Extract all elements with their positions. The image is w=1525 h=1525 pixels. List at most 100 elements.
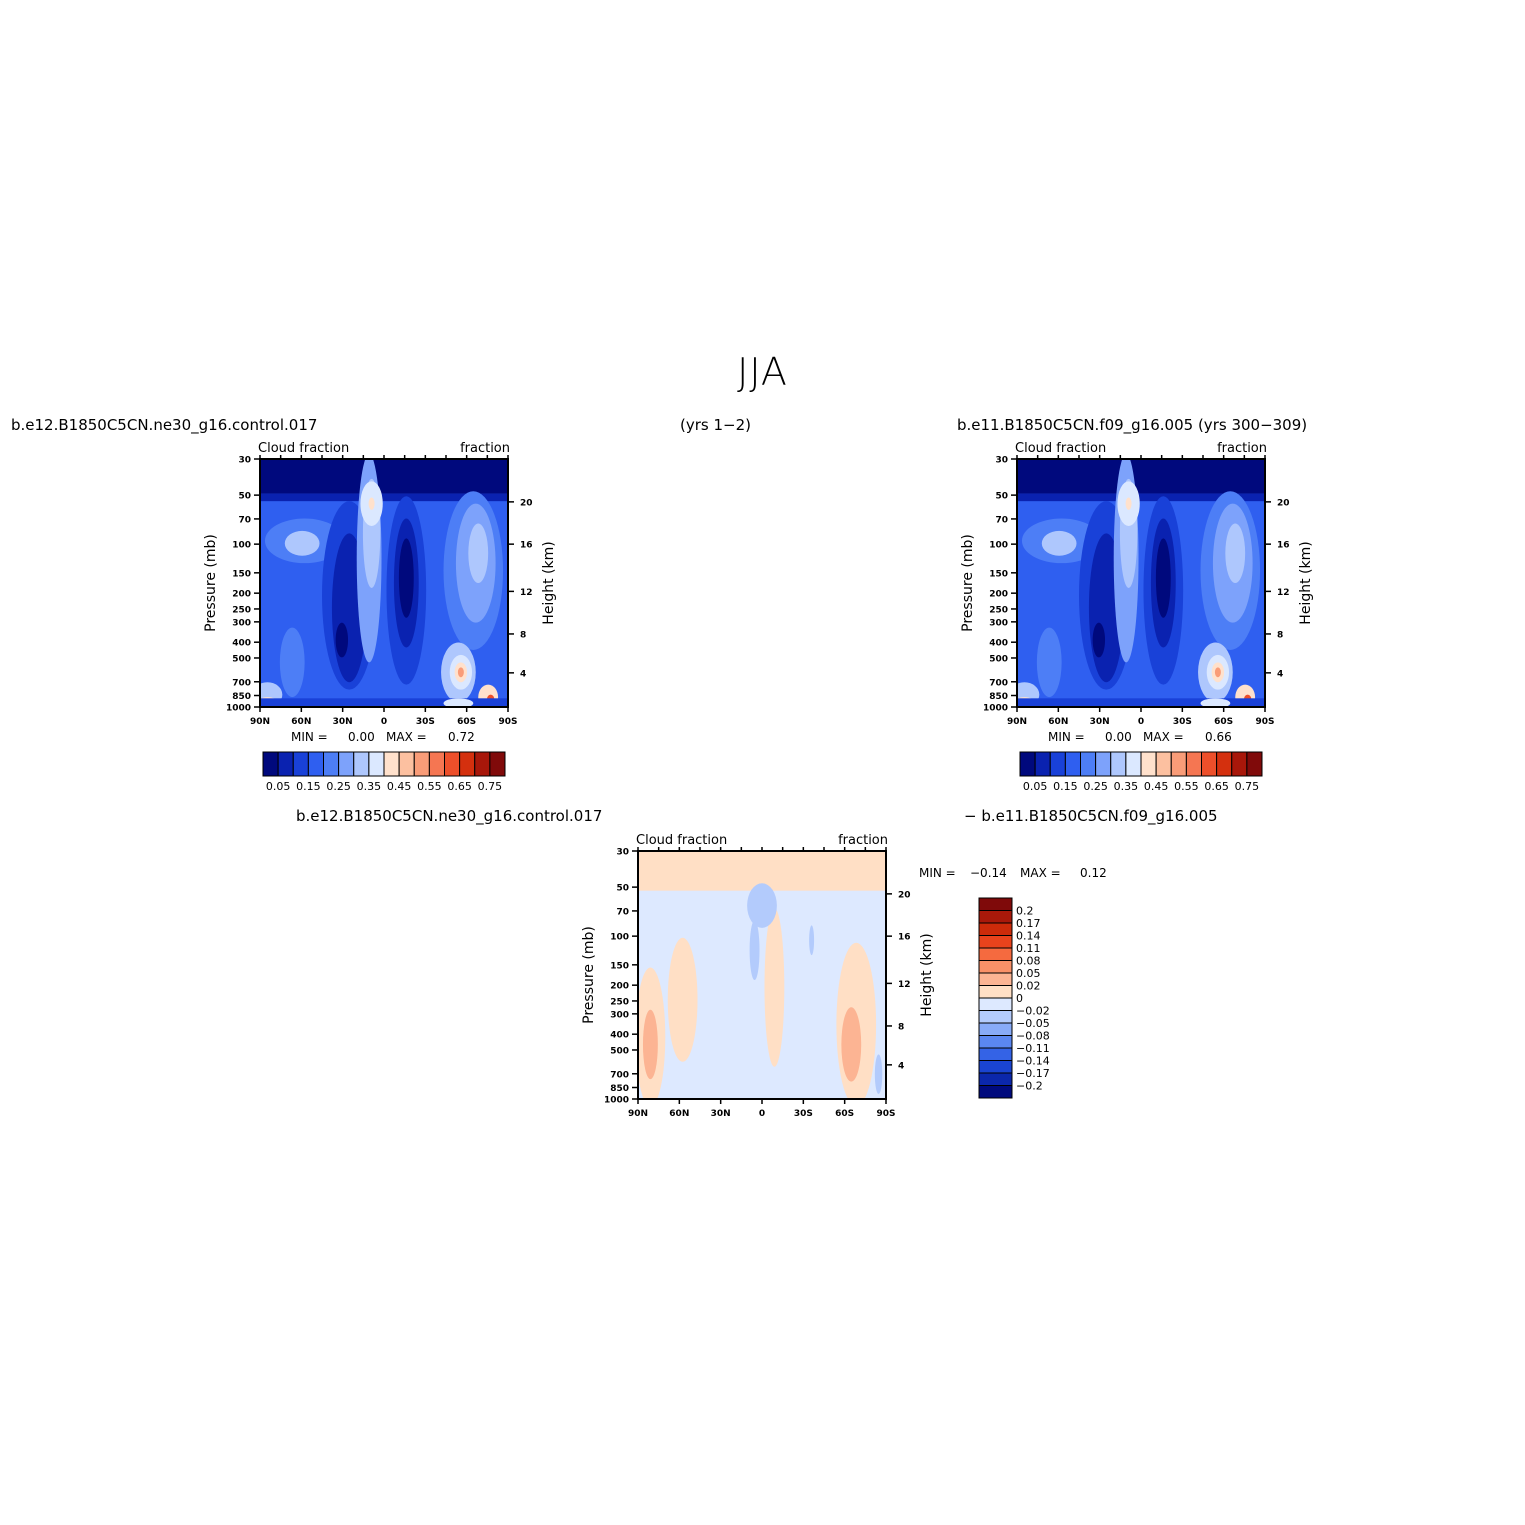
x-tick-label: 30S	[794, 1109, 813, 1119]
diff-sh-neg	[809, 925, 815, 956]
colorbar-box	[1049, 751, 1066, 777]
diff-colorbar-label: 0.17	[1016, 917, 1041, 930]
diff-colorbar-label: −0.11	[1016, 1042, 1050, 1055]
x-tick-label: 90N	[1007, 717, 1027, 727]
x-tick-label: 30S	[1173, 717, 1192, 727]
y2-tick-label: 12	[1277, 588, 1290, 598]
diff-colorbar-box	[978, 1047, 1013, 1061]
diff-colorbar-label: 0.11	[1016, 942, 1041, 955]
y-tick-label: 150	[232, 569, 251, 579]
diff-colorbar-box	[978, 1035, 1013, 1049]
colorbar-box	[413, 751, 430, 777]
y-tick-label: 500	[989, 654, 1008, 664]
max-label: MAX =	[1020, 866, 1061, 880]
min-value: 0.00	[1105, 730, 1132, 744]
diff-colorbar-label: 0.14	[1016, 930, 1041, 943]
y2-tick-label: 8	[520, 630, 526, 640]
x-tick-label: 90S	[498, 717, 517, 727]
colorbar-label: 0.75	[1235, 780, 1260, 793]
colorbar-box	[1185, 751, 1202, 777]
y2-tick-label: 16	[520, 541, 533, 551]
colorbar-box	[292, 751, 309, 777]
colorbar-box	[368, 751, 385, 777]
y2-tick-label: 4	[898, 1061, 904, 1071]
colorbar-box	[338, 751, 355, 777]
sh-low-cloud-max	[1214, 667, 1221, 678]
x-tick-label: 0	[759, 1109, 765, 1119]
colorbar-box	[444, 751, 461, 777]
diff-colorbar-label: −0.17	[1016, 1067, 1050, 1080]
min-label: MIN =	[919, 866, 956, 880]
y-tick-label: 1000	[226, 704, 251, 714]
diff-colorbar-box	[978, 1072, 1013, 1086]
diff-colorbar-label: −0.14	[1016, 1055, 1050, 1068]
colorbar-box	[1246, 751, 1263, 777]
y-axis-label: Pressure (mb)	[203, 534, 219, 632]
plot-left-label: Cloud fraction	[258, 441, 349, 456]
y-tick-label: 850	[610, 1084, 629, 1094]
case1-years: (yrs 1−2)	[680, 416, 751, 434]
max-value: 0.12	[1080, 866, 1107, 880]
colorbar-label: 0.35	[1114, 780, 1139, 793]
y2-tick-label: 4	[1277, 669, 1283, 679]
x-tick-label: 60S	[457, 717, 476, 727]
diff-pole-neg	[874, 1054, 883, 1095]
colorbar-box	[489, 751, 506, 777]
nh-low-cloud	[279, 627, 305, 698]
diff-colorbar-label: −0.05	[1016, 1017, 1050, 1030]
surface-band	[260, 698, 508, 707]
colorbar-box	[428, 751, 445, 777]
colorbar-box	[459, 751, 476, 777]
colorbar-box	[474, 751, 491, 777]
diff-nh-pos-2	[667, 937, 698, 1062]
y-tick-label: 70	[238, 515, 251, 525]
surface-bright	[1200, 698, 1231, 707]
diff-eq-pos	[764, 908, 785, 1067]
y-tick-label: 30	[238, 456, 251, 466]
y-tick-label: 150	[989, 569, 1008, 579]
x-tick-label: 0	[381, 717, 387, 727]
sh-subtropics-min	[1155, 538, 1171, 618]
colorbar-label: 0.55	[1174, 780, 1199, 793]
x-tick-label: 30N	[333, 717, 353, 727]
itcz-anvil-core	[1125, 497, 1132, 510]
nh-subtropics-min	[335, 622, 349, 658]
diff-colorbar-box	[978, 972, 1013, 986]
x-tick-label: 90N	[628, 1109, 648, 1119]
diff-colorbar-label: 0.08	[1016, 955, 1041, 968]
y-tick-label: 30	[616, 848, 629, 858]
y2-tick-label: 8	[898, 1022, 904, 1032]
plot-right-label: fraction	[460, 441, 510, 456]
colorbar-box	[1155, 751, 1172, 777]
colorbar-box	[1064, 751, 1081, 777]
panel1-field	[260, 459, 508, 707]
colorbar-box	[1095, 751, 1112, 777]
diff-itcz-neg	[749, 920, 760, 980]
y2-tick-label: 12	[520, 588, 533, 598]
diff-colorbar-box	[978, 1085, 1013, 1099]
colorbar-label: 0.05	[1023, 780, 1048, 793]
colorbar-label: 0.75	[478, 780, 503, 793]
diff-colorbar-box	[978, 897, 1013, 911]
colorbar-label: 0.45	[1144, 780, 1169, 793]
y2-axis-label: Height (km)	[1298, 541, 1314, 624]
colorbar-label: 0.35	[357, 780, 382, 793]
diff-sh-pos-core	[841, 1007, 862, 1082]
colorbar-box	[323, 751, 340, 777]
y2-tick-label: 16	[898, 933, 911, 943]
x-tick-label: 60S	[835, 1109, 854, 1119]
y-tick-label: 100	[989, 541, 1008, 551]
diff-colorbar-box	[978, 1060, 1013, 1074]
nh-upper-cloud-core	[284, 530, 320, 556]
stratosphere-band	[260, 459, 508, 494]
colorbar-label: 0.25	[326, 780, 351, 793]
colorbar-label: 0.05	[266, 780, 291, 793]
plot-right-label: fraction	[1217, 441, 1267, 456]
y-tick-label: 400	[610, 1031, 629, 1041]
colorbar-box	[1170, 751, 1187, 777]
diff-title-left: b.e12.B1850C5CN.ne30_g16.control.017	[296, 807, 603, 825]
nh-low-cloud	[1036, 627, 1062, 698]
y2-tick-label: 16	[1277, 541, 1290, 551]
x-tick-label: 0	[1138, 717, 1144, 727]
y-tick-label: 500	[610, 1046, 629, 1056]
